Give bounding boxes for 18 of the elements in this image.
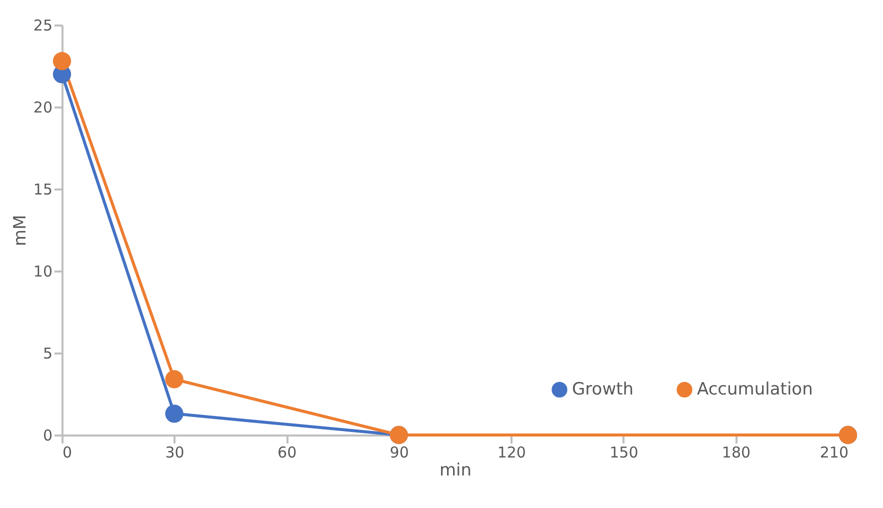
x-tick-label: 210 xyxy=(820,444,848,462)
y-tick-label: 15 xyxy=(33,180,52,198)
x-tick-label: 30 xyxy=(165,444,184,462)
legend-label: Growth xyxy=(572,380,634,400)
x-axis-title: min xyxy=(439,460,472,480)
y-tick-label: 0 xyxy=(42,426,52,444)
y-tick-label: 10 xyxy=(33,262,52,280)
x-tick-label: 90 xyxy=(390,444,409,462)
x-tick-label: 120 xyxy=(497,444,526,462)
x-tick-label: 0 xyxy=(62,444,72,462)
x-tick-label: 150 xyxy=(610,444,638,462)
y-axis-title: mM xyxy=(10,214,30,246)
x-tick-label: 180 xyxy=(722,444,751,462)
x-tick-label: 60 xyxy=(278,444,297,462)
y-tick-label: 20 xyxy=(33,98,52,116)
y-tick-label: 5 xyxy=(42,344,52,362)
y-tick-label: 25 xyxy=(33,16,52,34)
legend-label: Accumulation xyxy=(697,380,813,400)
